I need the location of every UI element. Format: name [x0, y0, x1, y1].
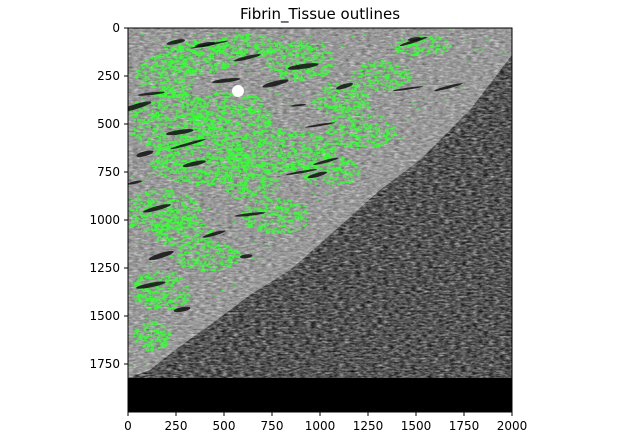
y-axis: 0 250 500 750 1000 1250 1500 1750 — [89, 21, 128, 371]
x-tick-label: 0 — [124, 419, 132, 433]
x-tick-label: 2000 — [497, 419, 528, 433]
y-tick-label: 750 — [97, 165, 120, 179]
image-panel — [128, 28, 512, 412]
y-tick-label: 1750 — [89, 357, 120, 371]
x-tick-label: 250 — [165, 419, 188, 433]
y-tick-label: 500 — [97, 117, 120, 131]
x-tick-label: 750 — [261, 419, 284, 433]
x-tick-label: 1750 — [449, 419, 480, 433]
dark-streaks — [128, 36, 463, 313]
y-tick-label: 1500 — [89, 309, 120, 323]
y-tick-label: 1000 — [89, 213, 120, 227]
figure-title: Fibrin_Tissue outlines — [240, 5, 400, 24]
marker-dot — [232, 85, 244, 97]
y-tick-label: 1250 — [89, 261, 120, 275]
fibrin-overlay — [129, 30, 507, 368]
x-axis: 0 250 500 750 1000 1250 1500 1750 2000 — [124, 412, 527, 433]
x-tick-label: 500 — [213, 419, 236, 433]
x-tick-label: 1500 — [401, 419, 432, 433]
y-tick-label: 0 — [112, 21, 120, 35]
y-tick-label: 250 — [97, 69, 120, 83]
x-tick-label: 1000 — [305, 419, 336, 433]
x-tick-label: 1250 — [353, 419, 384, 433]
